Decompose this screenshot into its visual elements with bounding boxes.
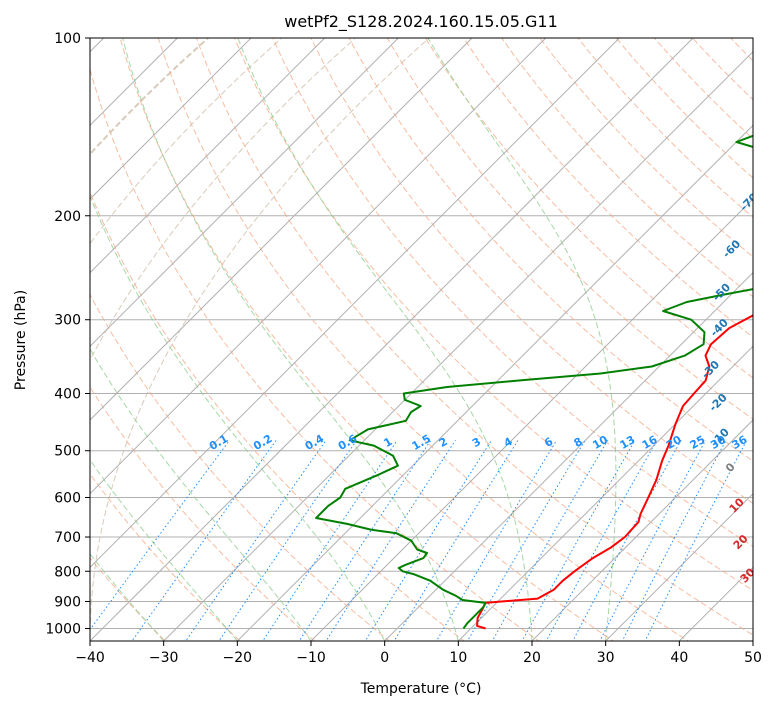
x-tick-label: −40 bbox=[75, 650, 105, 666]
x-tick-label: 40 bbox=[670, 650, 688, 666]
dry-adiabat-line bbox=[90, 293, 391, 641]
dry-adiabat-line bbox=[119, 38, 615, 641]
y-tick-label: 100 bbox=[54, 31, 81, 47]
curved-isotherm-line bbox=[90, 38, 209, 156]
dry-adiabat-line bbox=[90, 67, 540, 641]
mixing-ratio-line bbox=[262, 440, 398, 641]
y-tick-label: 900 bbox=[54, 594, 81, 610]
dry-adiabat-line bbox=[157, 38, 690, 641]
isotherm-line bbox=[90, 38, 473, 421]
plot-frame bbox=[89, 37, 754, 642]
moist-adiabat-line bbox=[90, 553, 165, 641]
moist-adiabat-line bbox=[90, 348, 312, 641]
x-axis-label: Temperature (°C) bbox=[360, 681, 482, 697]
mixing-ratio-line bbox=[521, 440, 636, 641]
moist-adiabat-line bbox=[90, 194, 386, 641]
mixing-ratio-line bbox=[185, 440, 327, 641]
moist-adiabat-line bbox=[237, 38, 533, 641]
dewpoint-profile-line bbox=[315, 134, 753, 630]
dry-adiabat-line bbox=[615, 38, 753, 179]
x-tick-label: −10 bbox=[296, 650, 326, 666]
x-tick-label: −20 bbox=[223, 650, 253, 666]
y-tick-label: 400 bbox=[54, 387, 81, 403]
mixing-ratio-line bbox=[491, 440, 609, 641]
y-axis-ticks: 100 200 300 400 500 600 700 800 900 1000 bbox=[45, 31, 90, 637]
x-tick-label: 10 bbox=[449, 650, 467, 666]
chart-title: wetPf2_S128.2024.160.15.05.G11 bbox=[284, 12, 558, 32]
dry-adiabat-line bbox=[90, 473, 241, 641]
x-tick-label: 30 bbox=[597, 650, 615, 666]
isotherm-line bbox=[383, 271, 753, 641]
mixing-ratio-line bbox=[393, 440, 519, 641]
mixing-ratio-line bbox=[572, 440, 682, 641]
moist-adiabat-line bbox=[427, 38, 617, 641]
curved-isotherm-line bbox=[90, 38, 283, 245]
x-tick-label: 50 bbox=[744, 650, 762, 666]
isotherm-line bbox=[162, 50, 753, 641]
moist-adiabat-line bbox=[122, 38, 459, 641]
dry-adiabat-line bbox=[272, 38, 753, 548]
isotherm-line bbox=[457, 345, 753, 641]
y-tick-label: 500 bbox=[54, 444, 81, 460]
isotherm-line bbox=[90, 38, 252, 200]
dry-adiabat-line bbox=[90, 191, 465, 641]
isotherm-line bbox=[90, 38, 326, 274]
isotherm-line bbox=[604, 492, 753, 641]
moist-adiabat-line bbox=[90, 459, 238, 641]
y-tick-label: 200 bbox=[54, 209, 81, 225]
dry-adiabat-line bbox=[234, 38, 753, 591]
mixing-ratio-line bbox=[218, 440, 358, 641]
isotherm-line bbox=[90, 38, 399, 348]
dry-adiabat-line bbox=[196, 38, 753, 636]
pressure-gridlines bbox=[90, 38, 753, 629]
isotherm-line bbox=[531, 419, 753, 641]
y-axis-label: Pressure (hPa) bbox=[13, 290, 29, 390]
isotherm-line bbox=[90, 38, 620, 569]
x-tick-label: −30 bbox=[149, 650, 179, 666]
y-tick-label: 1000 bbox=[45, 621, 81, 637]
x-tick-label: 0 bbox=[380, 650, 389, 666]
y-tick-label: 300 bbox=[54, 313, 81, 329]
temperature-profile-line bbox=[476, 314, 753, 630]
isotherm-line bbox=[90, 38, 694, 641]
mixing-ratio-line bbox=[435, 440, 558, 641]
y-tick-label: 700 bbox=[54, 530, 81, 546]
mixing-ratio-lines bbox=[90, 439, 748, 641]
mixing-ratio-line bbox=[466, 440, 586, 641]
x-tick-label: 20 bbox=[523, 650, 541, 666]
profile-series bbox=[315, 134, 753, 630]
y-tick-label: 800 bbox=[54, 564, 81, 580]
moist-adiabats bbox=[90, 38, 617, 641]
mixing-ratio-line bbox=[545, 440, 658, 641]
plot-area: -100-90-80-70-60-50-40-30-20-10010203040… bbox=[90, 38, 770, 641]
isotherm-line bbox=[310, 198, 753, 641]
y-tick-label: 600 bbox=[54, 490, 81, 506]
isotherm-label: 40 bbox=[750, 594, 770, 614]
x-axis-ticks: −40 −30 −20 −10 0 10 20 30 40 50 bbox=[75, 641, 762, 666]
curved-isotherm-line bbox=[90, 38, 356, 362]
mixing-ratio-line bbox=[364, 440, 492, 641]
isotherm-line bbox=[90, 38, 547, 495]
